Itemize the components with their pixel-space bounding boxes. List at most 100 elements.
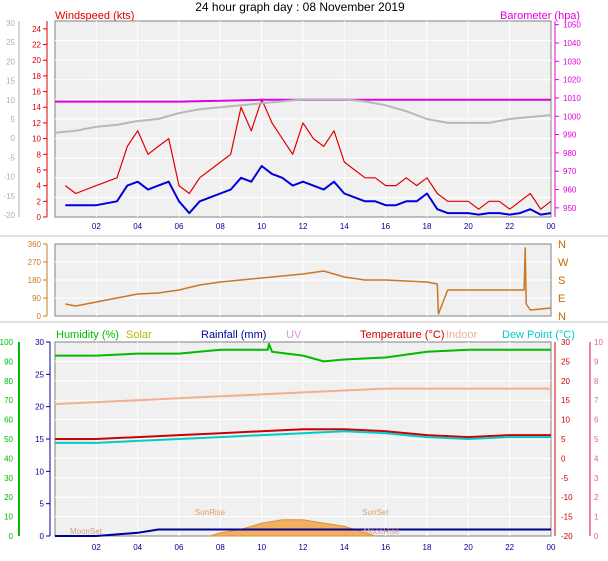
- y-tick-barometer: 970: [563, 167, 577, 176]
- y-tick-temperature: 10: [561, 416, 570, 425]
- y-tick-barometer: 990: [563, 131, 577, 140]
- compass-label: N: [558, 311, 566, 323]
- y-tick-temperature: 5: [561, 435, 566, 444]
- windspeed-axis-label: Windspeed (kts): [55, 10, 134, 22]
- y-tick-windspeed: 8: [37, 150, 42, 159]
- y-tick-rainfall: 25: [35, 370, 44, 379]
- y-tick-humidity: 80: [4, 377, 13, 386]
- humidity-line: [55, 342, 551, 363]
- y-tick-windspeed: 16: [32, 88, 41, 97]
- y-tick-barometer: 960: [563, 186, 577, 195]
- x-tick-label: 14: [340, 222, 349, 231]
- y-tick-uv: 5: [594, 435, 599, 444]
- y-tick-humidity: 100: [0, 338, 14, 347]
- y-tick-rainfall: 5: [40, 500, 45, 509]
- legend-uv: UV: [286, 329, 302, 341]
- y-tick-temperature: -10: [561, 493, 573, 502]
- wind-average-line: [65, 165, 552, 216]
- y-tick-temperature: 0: [561, 454, 566, 463]
- annotation-sunset: SunSet: [362, 508, 389, 517]
- temperature-line: [55, 428, 551, 440]
- y-tick-barometer: 1030: [563, 57, 581, 66]
- x-tick-label: 18: [423, 543, 432, 552]
- legend-temperature: Temperature (°C): [360, 329, 444, 341]
- compass-label: E: [558, 293, 565, 305]
- x-tick-label: 04: [133, 543, 142, 552]
- y-tick-uv: 3: [594, 474, 599, 483]
- x-tick-label: 12: [299, 222, 308, 231]
- y-tick-uv: 6: [594, 416, 599, 425]
- x-tick-label: 06: [175, 222, 184, 231]
- compass-label: N: [558, 239, 566, 251]
- y-tick-uv: 4: [594, 454, 599, 463]
- barometer-axis-label: Barometer (hpa): [500, 10, 580, 22]
- y-tick-outer-left: 0: [11, 134, 16, 143]
- y-tick-rainfall: 0: [40, 532, 45, 541]
- x-tick-label: 10: [257, 222, 266, 231]
- x-tick-label: 04: [133, 222, 142, 231]
- y-tick-windspeed: 22: [32, 41, 41, 50]
- y-tick-temperature: -15: [561, 513, 573, 522]
- y-tick-humidity: 10: [4, 513, 13, 522]
- y-tick-rainfall: 30: [35, 338, 44, 347]
- y-tick-outer-left: 30: [6, 19, 15, 28]
- y-tick-rainfall: 20: [35, 403, 44, 412]
- solar-area: [209, 519, 376, 537]
- y-tick-windspeed: 0: [37, 213, 42, 222]
- y-tick-uv: 0: [594, 532, 599, 541]
- y-tick-barometer: 1000: [563, 112, 581, 121]
- y-tick-outer-left: -15: [3, 192, 15, 201]
- y-tick-rainfall: 10: [35, 467, 44, 476]
- compass-label: W: [558, 257, 569, 269]
- y-tick-rainfall: 15: [35, 435, 44, 444]
- y-tick-temperature: 20: [561, 377, 570, 386]
- indoor-line: [54, 387, 551, 406]
- y-tick-humidity: 30: [4, 474, 13, 483]
- y-tick-outer-left: 15: [6, 77, 15, 86]
- legend-indoor: Indoor: [446, 329, 478, 341]
- y-tick-windspeed: 24: [32, 25, 41, 34]
- x-tick-label: 22: [505, 222, 514, 231]
- y-tick-outer-left: 5: [11, 115, 16, 124]
- axis-ticks: 302520151050-5-10-15-2024222018161412108…: [0, 19, 603, 552]
- y-tick-uv: 7: [594, 396, 599, 405]
- x-tick-label: 22: [505, 543, 514, 552]
- annotation-sunrise: SunRise: [195, 508, 226, 517]
- compass-label: S: [558, 275, 565, 287]
- y-tick-barometer: 950: [563, 204, 577, 213]
- y-tick-uv: 9: [594, 357, 599, 366]
- windspeed-line: [64, 98, 552, 210]
- y-tick-outer-left: -20: [3, 211, 15, 220]
- y-tick-temperature: 15: [561, 396, 570, 405]
- wind-direction-line: [65, 247, 552, 315]
- y-tick-windspeed: 4: [37, 182, 42, 191]
- y-tick-humidity: 90: [4, 357, 13, 366]
- x-tick-label: 02: [92, 543, 101, 552]
- x-tick-label: 10: [257, 543, 266, 552]
- y-tick-humidity: 70: [4, 396, 13, 405]
- x-tick-label: 00: [547, 543, 556, 552]
- y-tick-barometer: 1050: [563, 21, 581, 30]
- y-tick-humidity: 40: [4, 454, 13, 463]
- y-tick-temperature: 25: [561, 357, 570, 366]
- y-tick-humidity: 50: [4, 435, 13, 444]
- y-tick-uv: 10: [594, 338, 603, 347]
- y-tick-windspeed: 10: [32, 135, 41, 144]
- y-tick-windspeed: 12: [32, 119, 41, 128]
- x-tick-label: 02: [92, 222, 101, 231]
- x-tick-label: 00: [547, 222, 556, 231]
- y-tick-humidity: 0: [9, 532, 14, 541]
- x-tick-label: 16: [381, 543, 390, 552]
- x-tick-label: 20: [464, 222, 473, 231]
- y-tick-direction: 360: [28, 240, 42, 249]
- annotation-moonrise: MoonRise: [364, 527, 401, 536]
- annotation-moonset: MoonSet: [70, 527, 103, 536]
- chart-title: 24 hour graph day : 08 November 2019: [195, 0, 405, 14]
- y-tick-windspeed: 18: [32, 72, 41, 81]
- x-tick-label: 14: [340, 543, 349, 552]
- y-tick-barometer: 1010: [563, 94, 581, 103]
- x-tick-label: 20: [464, 543, 473, 552]
- legend-humidity: Humidity (%): [56, 329, 119, 341]
- x-tick-label: 08: [216, 222, 225, 231]
- y-tick-outer-left: -10: [3, 173, 15, 182]
